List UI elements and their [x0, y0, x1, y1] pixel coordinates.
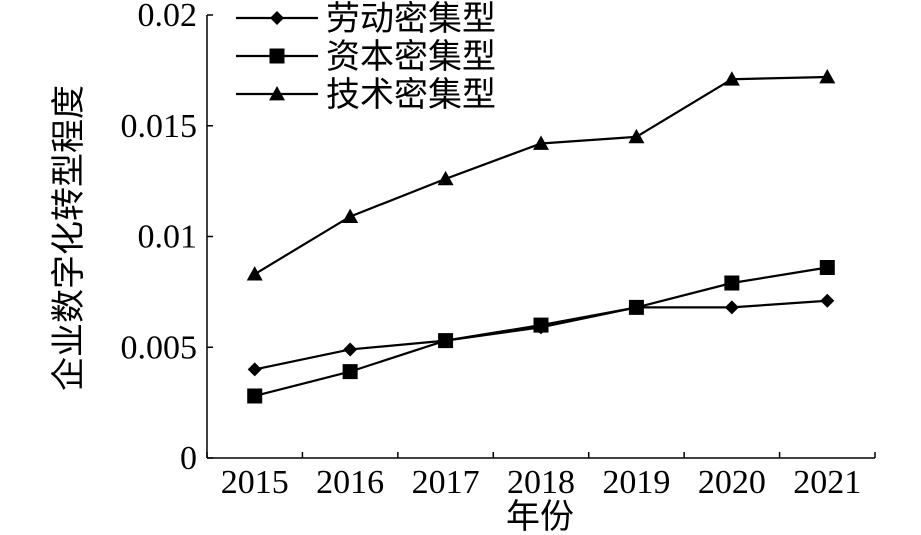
- x-tick-label: 2020: [698, 464, 766, 501]
- x-tick-label: 2015: [221, 464, 289, 501]
- legend-label: 资本密集型: [326, 38, 496, 76]
- data-point: [437, 170, 454, 186]
- x-tick-label: 2017: [412, 464, 480, 501]
- data-point: [724, 275, 740, 291]
- data-point: [533, 135, 549, 150]
- data-point: [438, 333, 454, 349]
- legend-label: 劳动密集型: [326, 0, 496, 38]
- legend-item: 资本密集型: [236, 38, 496, 76]
- x-tick-label: 2016: [316, 464, 384, 501]
- legend-marker: [270, 11, 284, 25]
- data-point: [343, 342, 358, 357]
- data-point: [628, 299, 644, 315]
- series-3: [246, 69, 836, 281]
- data-point: [723, 71, 740, 86]
- y-tick-label: 0.02: [138, 0, 198, 34]
- series-2: [247, 260, 835, 404]
- y-tick-label: 0: [180, 440, 197, 477]
- series-group: [246, 69, 836, 404]
- series-1: [247, 293, 835, 377]
- legend-item: 技术密集型: [236, 76, 496, 114]
- data-point: [342, 364, 358, 380]
- y-tick-label: 0.015: [121, 108, 198, 145]
- y-tick-label: 0.01: [138, 219, 198, 256]
- x-axis-title: 年份: [506, 498, 574, 535]
- data-point: [342, 208, 359, 223]
- axes: [206, 15, 875, 459]
- data-point: [724, 300, 739, 315]
- series-line: [254, 299, 828, 371]
- data-point: [820, 293, 835, 308]
- x-tick-label: 2021: [793, 464, 861, 501]
- data-point: [819, 69, 836, 84]
- data-point: [628, 128, 645, 144]
- data-point: [247, 362, 262, 377]
- x-ticks: 2015 2016 2017 2018 2019 2020 2021: [206, 452, 876, 501]
- legend-label: 技术密集型: [326, 76, 496, 114]
- y-tick-label: 0.005: [121, 329, 198, 366]
- data-point: [819, 260, 835, 276]
- x-tick-label: 2018: [507, 464, 575, 501]
- legend-item: 劳动密集型: [236, 0, 496, 38]
- data-point: [246, 266, 263, 281]
- data-point: [247, 388, 263, 404]
- x-tick-label: 2019: [602, 464, 670, 501]
- legend-marker: [269, 48, 285, 64]
- data-point: [533, 317, 549, 333]
- y-ticks: 0 0.005 0.01 0.015 0.02: [121, 0, 213, 477]
- y-axis-title: 企业数字化转型程度: [50, 85, 88, 391]
- legend-marker: [269, 86, 285, 101]
